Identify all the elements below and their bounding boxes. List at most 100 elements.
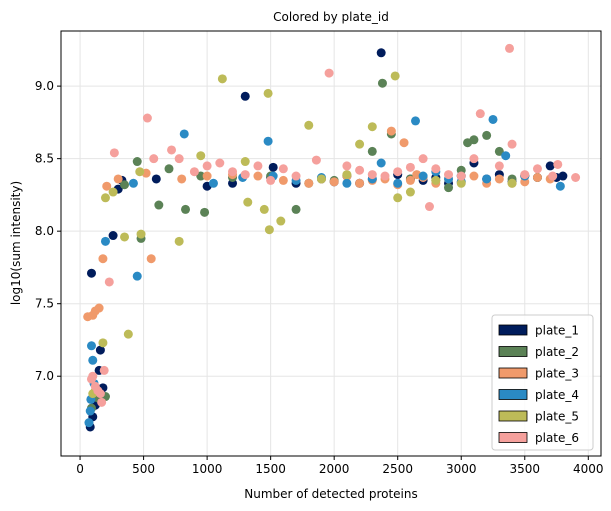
series-plate_2: [86, 78, 542, 413]
point-plate_6: [253, 161, 263, 171]
point-plate_4: [488, 114, 498, 124]
point-plate_2: [196, 171, 206, 181]
series-plate_5: [88, 71, 517, 399]
point-plate_3: [386, 126, 396, 136]
point-plate_6: [167, 145, 177, 155]
point-plate_5: [259, 204, 269, 214]
legend-label-plate_3: plate_3: [535, 367, 579, 381]
point-plate_6: [475, 109, 485, 119]
point-plate_6: [456, 171, 466, 181]
point-plate_6: [109, 148, 119, 158]
point-plate_6: [228, 167, 238, 177]
point-plate_5: [507, 178, 517, 188]
point-plate_4: [85, 406, 95, 416]
point-plate_5: [243, 197, 253, 207]
point-plate_3: [469, 171, 479, 181]
point-plate_2: [291, 204, 301, 214]
point-plate_4: [342, 178, 352, 188]
point-plate_1: [108, 231, 118, 241]
point-plate_3: [304, 178, 314, 188]
point-plate_2: [482, 130, 492, 140]
point-plate_3: [253, 171, 263, 181]
legend-swatch-plate_2: [498, 346, 528, 357]
axis-ticks: 0 500 1000 1500 2000 2500 3000 3500 4000 7.0 7.5 8.…: [35, 79, 604, 476]
point-plate_4: [208, 178, 218, 188]
point-plate_6: [548, 171, 558, 181]
point-plate_5: [217, 74, 227, 84]
x-tick-label: 1500: [255, 462, 286, 476]
point-plate_4: [482, 174, 492, 184]
point-plate_5: [264, 225, 274, 235]
point-plate_2: [200, 207, 210, 217]
point-plate_5: [174, 236, 184, 246]
point-plate_6: [311, 155, 321, 165]
point-plate_4: [376, 158, 386, 168]
point-plate_6: [507, 139, 517, 149]
legend-label-plate_1: plate_1: [535, 324, 579, 338]
point-plate_6: [88, 371, 98, 381]
grid: [61, 31, 601, 456]
point-plate_2: [132, 157, 142, 167]
point-plate_2: [367, 146, 377, 156]
point-plate_5: [263, 88, 273, 98]
point-plate_3: [278, 175, 288, 185]
legend: plate_1 plate_2 plate_3 plate_4 plate_5plate…: [491, 314, 594, 451]
point-plate_1: [558, 171, 568, 181]
legend-label-plate_6: plate_6: [535, 431, 579, 445]
y-tick-label: 8.5: [35, 152, 54, 166]
point-plate_5: [108, 187, 118, 197]
point-plate_1: [95, 345, 105, 355]
point-plate_2: [494, 146, 504, 156]
legend-swatch-plate_5: [498, 410, 528, 422]
point-plate_6: [532, 164, 542, 174]
x-tick-label: 2500: [382, 462, 413, 476]
point-plate_6: [505, 43, 515, 53]
point-plate_6: [142, 113, 152, 123]
point-plate_3: [399, 138, 409, 148]
point-plate_5: [304, 120, 314, 130]
point-plate_5: [196, 151, 206, 161]
point-plate_2: [377, 78, 387, 88]
point-plate_4: [410, 116, 420, 126]
point-plate_4: [100, 236, 110, 246]
x-tick-label: 3000: [446, 462, 477, 476]
x-tick-label: 0: [76, 462, 84, 476]
point-plate_6: [291, 171, 301, 181]
y-tick-label: 9.0: [35, 79, 54, 93]
point-plate_6: [189, 167, 199, 177]
point-plate_6: [149, 154, 159, 164]
point-plate_4: [263, 136, 273, 146]
point-plate_6: [393, 167, 403, 177]
x-axis-label: Number of detected proteins: [244, 487, 418, 501]
point-plate_3: [532, 173, 542, 183]
point-plate_6: [104, 277, 114, 287]
point-plate_5: [405, 187, 415, 197]
point-plate_1: [268, 162, 278, 172]
y-tick-label: 8.0: [35, 224, 54, 238]
point-plate_5: [98, 338, 108, 348]
point-plate_3: [177, 174, 187, 184]
point-plate_6: [278, 164, 288, 174]
point-plate_4: [179, 129, 189, 139]
point-plate_6: [520, 170, 530, 180]
point-plate_4: [128, 178, 138, 188]
point-plate_6: [494, 161, 504, 171]
point-plate_3: [329, 177, 339, 187]
legend-label-plate_5: plate_5: [535, 410, 579, 424]
point-plate_6: [553, 159, 563, 169]
point-plate_4: [86, 341, 96, 351]
y-tick-label: 7.0: [35, 369, 54, 383]
chart-title: Colored by plate_id: [273, 10, 389, 24]
point-plate_5: [136, 229, 146, 239]
point-plate_3: [202, 171, 212, 181]
point-plate_5: [123, 329, 133, 339]
point-plate_6: [444, 170, 454, 180]
point-plate_1: [545, 161, 555, 171]
point-plate_6: [97, 397, 107, 407]
point-plate_4: [501, 151, 511, 161]
point-plate_2: [120, 180, 130, 190]
legend-swatch-plate_6: [498, 432, 528, 443]
point-plate_5: [240, 157, 250, 167]
point-plate_5: [120, 232, 130, 242]
point-plate_1: [240, 91, 250, 101]
